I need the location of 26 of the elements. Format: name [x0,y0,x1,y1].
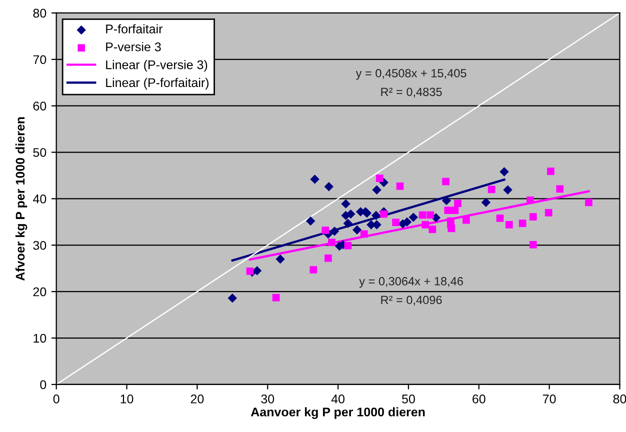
legend-label: P-versie 3 [106,42,161,52]
x-tick-label: 40 [331,394,345,404]
x-tick-label: 20 [190,394,204,404]
x-axis-title: Aanvoer kg P per 1000 dieren [250,407,425,419]
y-tick-label: 40 [33,194,46,204]
y-tick-label: 30 [33,240,46,250]
y-tick-label: 50 [33,148,46,157]
y-tick-label: 60 [33,102,46,110]
y-tick-label: 10 [34,334,46,343]
y-tick-label: 70 [33,55,46,64]
annotation: y = 0,4508x + 15,405 R² = 0,4835 [356,69,466,98]
x-tick-label: 10 [120,394,134,404]
x-tick-label: 50 [402,394,415,404]
annotation: y = 0,3064x + 18,46 R² = 0,4096 [359,277,463,306]
legend-label: Linear (P-forfaitair) [106,78,209,90]
legend-label: P-forfaitair [106,24,163,34]
x-tick-label: 0 [53,394,60,404]
x-tick-label: 80 [613,394,626,404]
y-tick-label: 80 [33,8,46,18]
y-tick-label: 20 [33,287,46,296]
x-tick-label: 30 [261,394,274,404]
y-tick-label: 0 [40,380,46,390]
legend-label: Linear (P-versie 3) [106,60,208,72]
x-tick-label: 70 [543,394,556,404]
y-axis-title: Afvoer kg P per 1000 dieren [15,117,28,281]
x-tick-label: 60 [472,394,486,404]
